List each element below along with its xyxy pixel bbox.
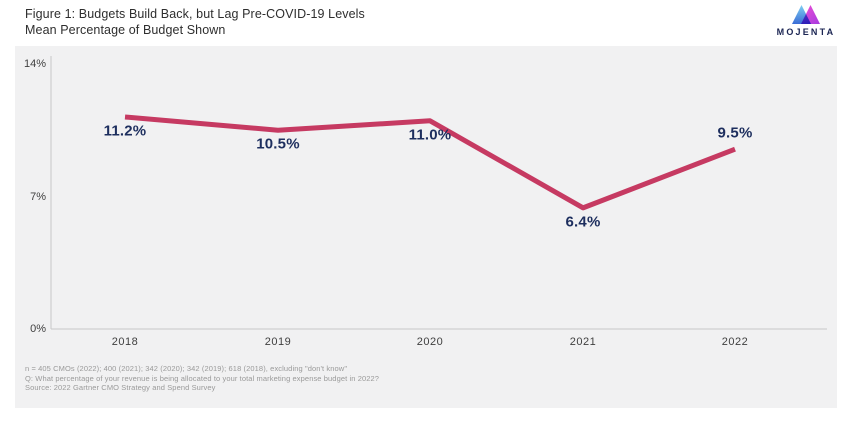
- x-axis-tick-label: 2022: [721, 336, 749, 348]
- y-axis-tick-label: 0%: [30, 323, 46, 335]
- data-point-label: 11.0%: [408, 126, 452, 144]
- x-axis-tick-label: 2020: [416, 336, 444, 348]
- footnotes: n = 405 CMOs (2022); 400 (2021); 342 (20…: [25, 364, 379, 393]
- budget-line-chart: n = 405 CMOs (2022); 400 (2021); 342 (20…: [15, 46, 837, 408]
- trend-line: [124, 114, 736, 211]
- data-point-label: 9.5%: [717, 124, 753, 142]
- x-axis-tick-label: 2018: [111, 336, 139, 348]
- footnote-sample: n = 405 CMOs (2022); 400 (2021); 342 (20…: [25, 364, 348, 373]
- data-point-label: 10.5%: [256, 135, 300, 153]
- y-axis-tick-label: 7%: [30, 190, 46, 203]
- data-point-label: 6.4%: [565, 213, 601, 231]
- mojenta-logo-icon: [792, 5, 820, 24]
- mojenta-logo-text: MOJENTA: [776, 27, 836, 37]
- figure-title: Figure 1: Budgets Build Back, but Lag Pr…: [25, 7, 365, 21]
- mojenta-logo: MOJENTA: [774, 3, 838, 37]
- figure-subtitle: Mean Percentage of Budget Shown: [25, 23, 226, 37]
- x-axis-tick-label: 2021: [569, 336, 597, 348]
- x-axis-tick-label: 2019: [264, 336, 292, 348]
- footnote-question: Q: What percentage of your revenue is be…: [25, 373, 380, 383]
- footnote-source: Source: 2022 Gartner CMO Strategy and Sp…: [25, 383, 216, 392]
- figure-title-block: Figure 1: Budgets Build Back, but Lag Pr…: [25, 6, 365, 38]
- data-point-label: 11.2%: [103, 122, 147, 140]
- y-axis-tick-label: 14%: [23, 58, 46, 70]
